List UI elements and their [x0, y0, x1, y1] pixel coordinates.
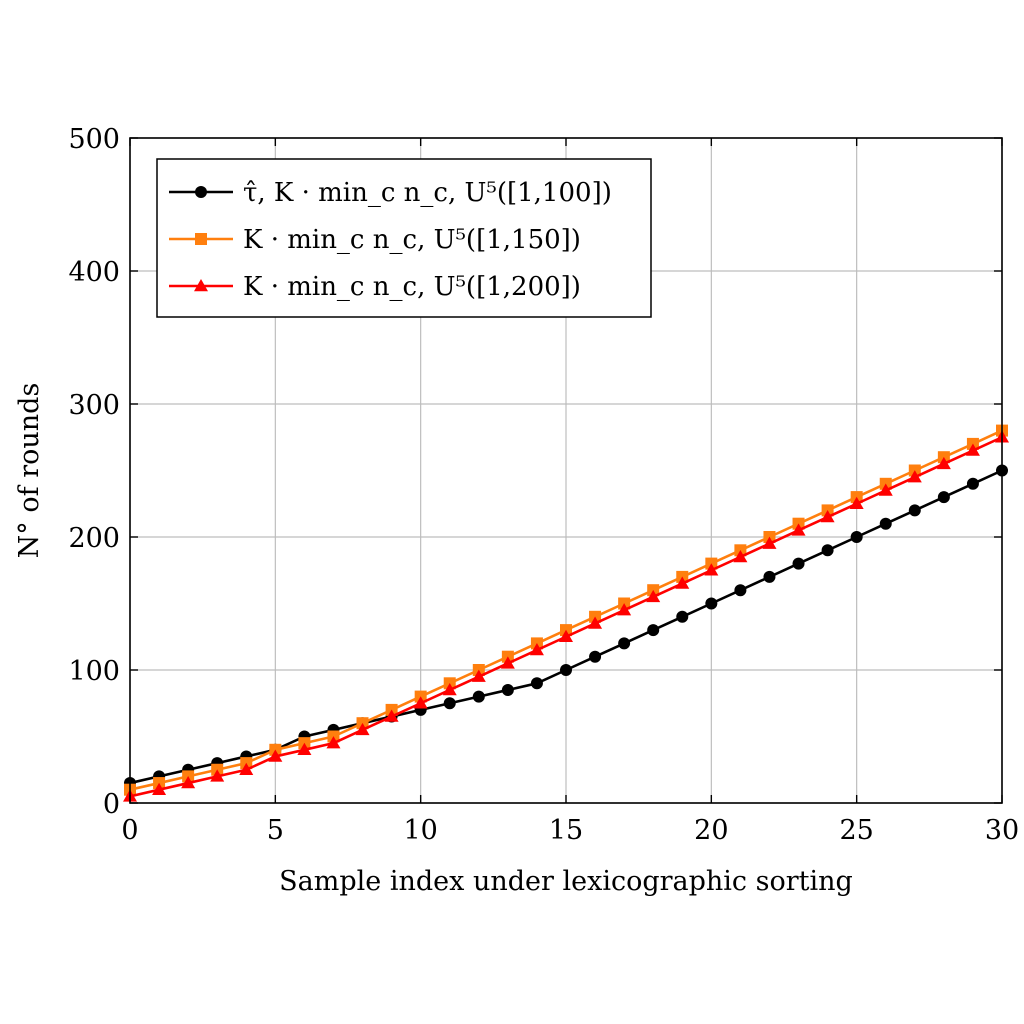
data-point [704, 563, 719, 576]
legend-label: K · min_c n_c, U⁵([1,150]) [243, 225, 581, 255]
data-point [210, 769, 225, 782]
data-point [181, 776, 196, 789]
data-point [850, 531, 863, 543]
data-point [529, 643, 544, 656]
data-point [763, 570, 776, 583]
data-point [937, 491, 950, 504]
data-point [676, 610, 689, 623]
data-point [500, 656, 515, 669]
data-point [908, 504, 921, 517]
legend-swatch-marker [195, 233, 207, 245]
data-point [734, 584, 747, 597]
x-tick-label: 20 [694, 815, 728, 846]
data-point [530, 677, 543, 690]
data-point [705, 597, 718, 610]
data-point [443, 697, 456, 710]
data-point [821, 544, 834, 557]
data-point [879, 517, 892, 530]
data-point [355, 722, 370, 736]
y-tick-label: 300 [68, 390, 120, 421]
data-point [589, 650, 602, 663]
data-point [966, 477, 979, 490]
data-point [733, 549, 748, 563]
legend-item-2: K · min_c n_c, U⁵([1,150]) [169, 225, 581, 255]
data-point [501, 683, 514, 696]
data-point [792, 557, 805, 570]
data-point [965, 443, 980, 456]
data-point [646, 589, 661, 603]
data-point [239, 762, 254, 775]
data-point [618, 637, 631, 650]
data-point [878, 483, 893, 496]
legend-swatch-marker [195, 186, 207, 198]
data-point [559, 629, 573, 642]
data-point [413, 696, 428, 709]
y-tick-label: 200 [68, 523, 120, 554]
data-point [762, 536, 777, 549]
data-point [588, 616, 603, 629]
x-tick-label: 15 [549, 815, 583, 846]
data-point [647, 624, 660, 637]
x-tick-label: 5 [267, 815, 284, 846]
x-tick-label: 30 [985, 815, 1019, 846]
x-axis-label: Sample index under lexicographic sorting [279, 866, 853, 897]
legend-box [156, 158, 652, 318]
data-point [617, 603, 632, 616]
x-tick-label: 0 [121, 815, 138, 846]
data-point [791, 523, 806, 536]
legend-item-3: K · min_c n_c, U⁵([1,200]) [169, 272, 581, 302]
ticks [129, 137, 1003, 804]
legend-label: K · min_c n_c, U⁵([1,200]) [243, 272, 581, 302]
data-point [384, 709, 399, 722]
data-point [471, 669, 486, 682]
x-tick-label: 10 [403, 815, 437, 846]
data-point [442, 682, 457, 696]
data-point [268, 749, 283, 762]
data-point [297, 742, 312, 756]
y-tick-label: 400 [68, 257, 120, 288]
data-point [472, 690, 485, 703]
legend: τ̂, K · min_c n_c, U⁵([1,100]) K · min_c … [156, 158, 652, 318]
y-tick-label: 500 [68, 124, 120, 155]
legend-label: τ̂, K · min_c n_c, U⁵([1,100]) [243, 178, 612, 208]
data-point [560, 664, 572, 676]
data-point [152, 782, 167, 795]
data-point [820, 510, 835, 523]
y-tick-label: 0 [103, 789, 120, 820]
y-axis-label: N° of rounds [14, 383, 45, 559]
data-point [326, 736, 341, 749]
x-tick-label: 25 [839, 815, 873, 846]
data-point [907, 470, 922, 483]
y-tick-label: 100 [68, 656, 120, 687]
legend-item-1: τ̂, K · min_c n_c, U⁵([1,100]) [169, 178, 612, 208]
data-point [849, 496, 864, 509]
data-point [675, 576, 690, 589]
legend-swatch-marker [194, 279, 208, 292]
data-point [936, 456, 951, 470]
